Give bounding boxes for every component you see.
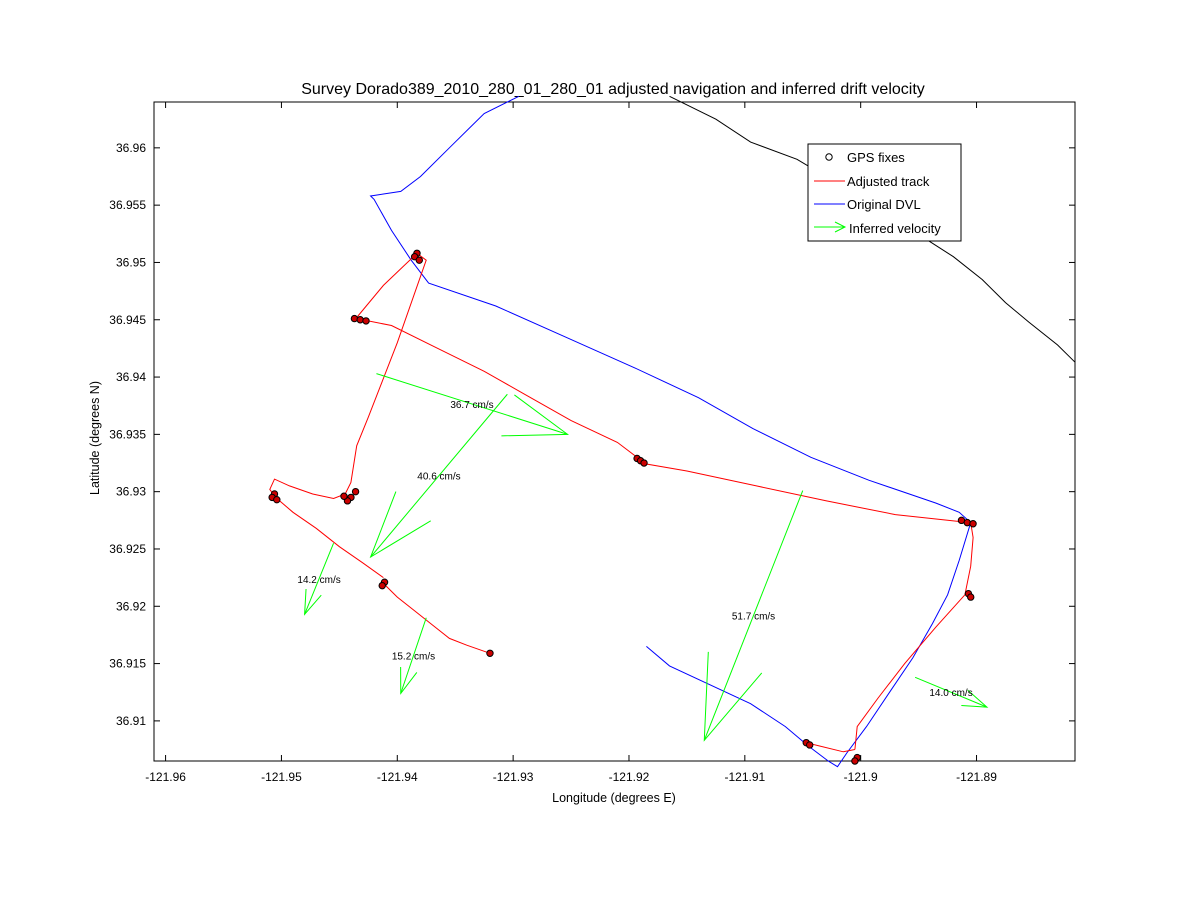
legend-label-velocity: Inferred velocity	[849, 221, 941, 236]
y-tick-label: 36.91	[116, 714, 146, 728]
y-tick-label: 36.94	[116, 370, 146, 384]
velocity-arrowhead-0	[501, 394, 570, 437]
legend-entry-adjusted: Adjusted track	[814, 174, 930, 189]
gps-fixes-layer	[268, 249, 977, 765]
velocity-layer: 36.7 cm/s 40.6 cm/s 14.2 cm/s 15.2 cm/s 51.7…	[297, 373, 989, 742]
velocity-arrowhead-2	[304, 588, 322, 616]
gps-fix-point	[486, 649, 494, 657]
velocity-arrow-5	[914, 676, 988, 708]
dvl-track-line	[369, 95, 972, 768]
legend-gps-marker	[825, 153, 833, 161]
x-tick-label: -121.9	[844, 770, 878, 784]
x-axis-label: Longitude (degrees E)	[552, 791, 676, 805]
velocity-arrow-3	[400, 617, 427, 694]
adjusted-track-layer	[269, 252, 974, 753]
gps-fix-point	[273, 495, 281, 504]
x-tick-label: -121.89	[956, 770, 997, 784]
gps-fix-point	[851, 757, 859, 765]
velocity-arrowhead-3	[400, 667, 418, 695]
gps-fix-point	[350, 314, 359, 323]
legend-box	[807, 143, 962, 242]
gps-fix-point	[356, 316, 364, 324]
adjusted-track-line-1	[269, 252, 427, 579]
y-tick-label: 36.915	[109, 657, 146, 671]
y-tick-label: 36.95	[116, 255, 146, 269]
velocity-label-4: 51.7 cm/s	[732, 611, 775, 622]
legend-label-adjusted: Adjusted track	[847, 174, 930, 189]
x-tick-label: -121.93	[493, 770, 534, 784]
legend-velocity-arrowhead	[834, 221, 847, 233]
velocity-label-2: 14.2 cm/s	[297, 575, 340, 586]
y-tick-label: 36.93	[116, 485, 146, 499]
x-tick-label: -121.96	[145, 770, 186, 784]
adjusted-track-line-2	[383, 583, 491, 654]
velocity-arrow-4	[703, 490, 804, 741]
y-axis-label: Latitude (degrees N)	[88, 381, 102, 495]
velocity-arrow-2	[304, 543, 335, 615]
gps-fix-point	[415, 256, 423, 264]
velocity-label-3: 15.2 cm/s	[392, 652, 435, 663]
x-axis: -121.96 -121.95 -121.94 -121.93 -121.92 -121.…	[145, 102, 997, 784]
gps-fix-point	[806, 741, 814, 749]
legend-label-gps: GPS fixes	[847, 150, 905, 165]
legend-entry-velocity: Inferred velocity	[814, 221, 941, 236]
y-tick-label: 36.96	[116, 141, 146, 155]
adjusted-track-line-3	[356, 319, 974, 750]
y-tick-label: 36.935	[109, 427, 146, 441]
gps-fix-point	[378, 581, 386, 590]
gps-fix-point	[969, 520, 977, 528]
gps-fix-point	[340, 492, 348, 500]
velocity-arrow-0	[376, 373, 568, 435]
velocity-label-5: 14.0 cm/s	[929, 688, 972, 699]
y-tick-label: 36.92	[116, 599, 146, 613]
gps-fix-point	[967, 593, 975, 601]
velocity-arrow-1	[370, 393, 508, 558]
x-tick-label: -121.94	[377, 770, 418, 784]
gps-fix-point	[362, 317, 370, 325]
legend-entry-dvl: Original DVL	[814, 197, 921, 212]
gps-fix-point	[351, 487, 360, 496]
velocity-label-0: 36.7 cm/s	[450, 400, 493, 411]
velocity-arrowhead-5	[961, 689, 989, 708]
velocity-arrowhead-4	[703, 651, 763, 742]
gps-fix-point	[963, 518, 971, 527]
velocity-arrowhead-1	[369, 491, 431, 559]
y-tick-label: 36.955	[109, 198, 146, 212]
legend-entry-gps: GPS fixes	[825, 150, 905, 165]
x-tick-label: -121.92	[609, 770, 650, 784]
legend: GPS fixes Adjusted track Original DVL In…	[807, 143, 962, 242]
x-tick-label: -121.91	[724, 770, 765, 784]
chart-title: Survey Dorado389_2010_280_01_280_01 adju…	[301, 81, 925, 98]
dvl-track-layer	[369, 95, 972, 768]
legend-label-dvl: Original DVL	[847, 197, 921, 212]
velocity-label-1: 40.6 cm/s	[417, 472, 460, 483]
y-tick-label: 36.945	[109, 313, 146, 327]
gps-fix-point	[640, 459, 648, 467]
x-tick-label: -121.95	[261, 770, 302, 784]
y-axis: 36.91 36.915 36.92 36.925 36.93 36.935 36.94 36…	[109, 141, 1075, 728]
y-tick-label: 36.925	[109, 542, 146, 556]
